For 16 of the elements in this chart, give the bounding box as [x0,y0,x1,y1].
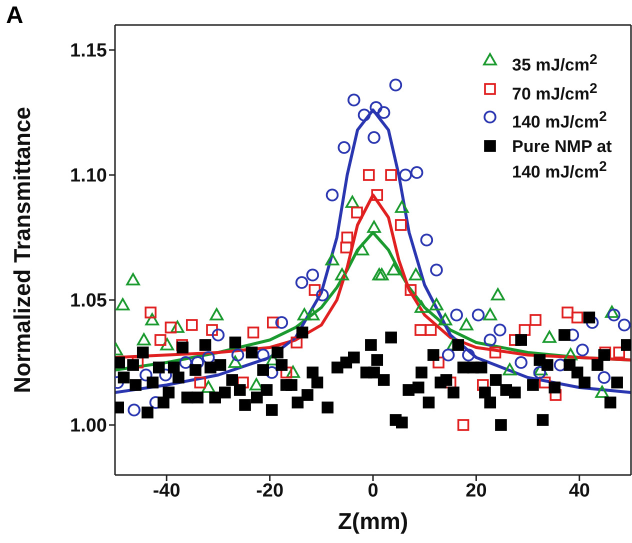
y-tick-label: 1.15 [70,40,108,62]
y-tick-label: 1.00 [70,416,107,437]
y-tick-label: 1.10 [70,166,107,187]
x-tick-label: 0 [368,480,378,502]
legend-label: 70 mJ/cm$^{2}$ [512,80,598,104]
legend-label: 140 mJ/cm$^{2}$ [512,108,607,133]
x-tick-label: 40 [568,480,590,502]
chart-title: A [6,2,24,30]
x-tick-label: 20 [466,480,487,502]
x-tick-label: -40 [152,480,180,502]
x-axis-title: Z(mm) [338,508,408,534]
legend-label: 35 mJ/cm$^{2}$ [512,51,598,76]
legend-label: Pure NMP at 140 mJ/cm$^{2}$ [512,136,613,183]
x-tick-label: -20 [256,480,284,502]
y-axis-title: Normalized Transmittance [9,106,36,394]
y-tick-label: 1.05 [70,290,108,312]
